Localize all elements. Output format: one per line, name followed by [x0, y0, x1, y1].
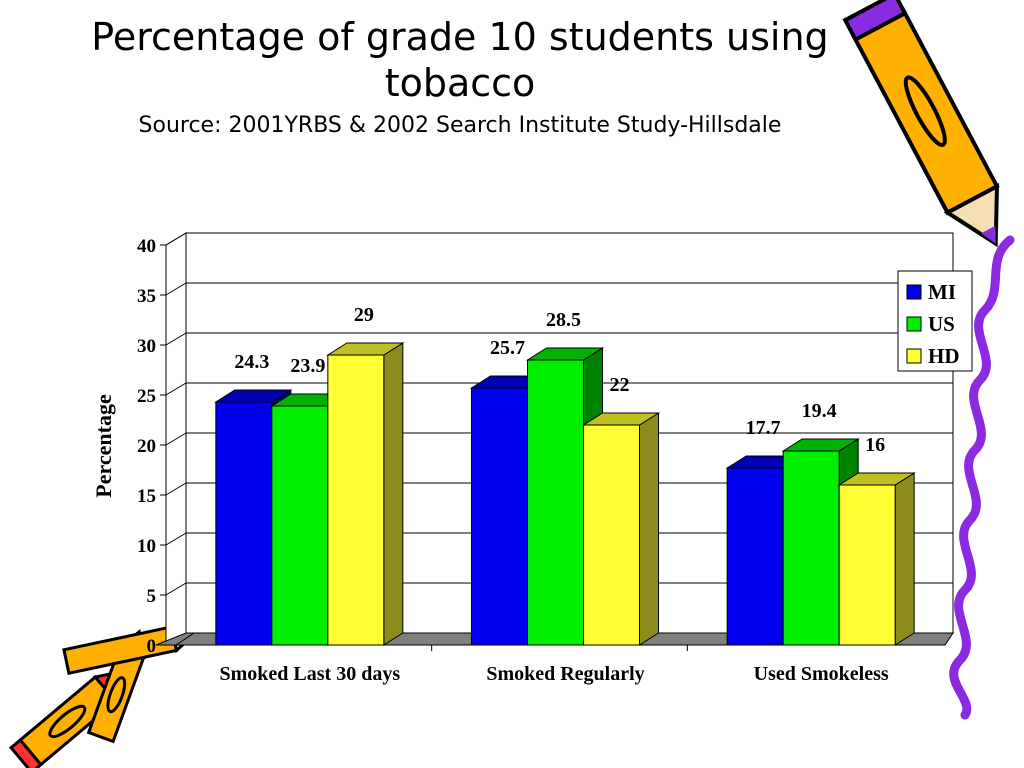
gridline-side	[165, 232, 187, 246]
gridline-side	[165, 282, 187, 296]
bar-front	[726, 467, 784, 646]
data-labels: 24.3 23.9 29 25.7 28.5 22 17.7 19.4 16	[234, 304, 885, 456]
legend-label: US	[928, 312, 955, 336]
data-label: 24.3	[234, 351, 269, 373]
y-tick-label: 20	[137, 436, 156, 457]
chart-source: Source: 2001YRBS & 2002 Search Institute…	[138, 113, 782, 138]
gridline-side	[165, 582, 187, 596]
gridline-side	[165, 332, 187, 346]
bars	[214, 342, 916, 646]
y-tick-label: 15	[137, 486, 156, 507]
legend-label: HD	[928, 344, 960, 368]
bar-front	[782, 450, 840, 646]
data-label: 22	[610, 374, 630, 396]
pencil-icon	[842, 0, 1000, 248]
y-tick-label: 40	[137, 236, 156, 257]
gridline-side	[165, 432, 187, 446]
y-tick-label: 30	[137, 336, 156, 357]
data-label: 23.9	[290, 355, 325, 377]
gridline-side	[165, 482, 187, 496]
y-tick-label: 25	[137, 386, 156, 407]
category-label: Used Smokeless	[754, 663, 889, 685]
legend-swatch	[906, 348, 922, 364]
y-tick-label: 5	[147, 586, 157, 607]
bar-HD-2	[837, 472, 916, 646]
data-label: 19.4	[802, 400, 837, 422]
data-label: 25.7	[490, 337, 525, 359]
legend: MI US HD	[897, 270, 973, 372]
y-tick-label: 35	[137, 286, 156, 307]
y-axis-ticks: 0 5 10 15 20 25 30 35 40	[137, 236, 167, 657]
bar-front	[271, 405, 329, 646]
bar-front	[583, 424, 640, 646]
data-label: 28.5	[546, 309, 581, 331]
category-label: Smoked Last 30 days	[220, 663, 401, 685]
bar-front	[215, 401, 273, 646]
bar-front	[527, 359, 584, 646]
y-tick-label: 10	[137, 536, 156, 557]
data-label: 29	[354, 304, 374, 326]
bar-front	[838, 484, 896, 646]
legend-swatch	[906, 316, 922, 332]
y-axis-label: Percentage	[91, 394, 116, 498]
legend-swatch	[906, 284, 922, 300]
bar-front	[471, 387, 528, 646]
bar-side	[383, 342, 404, 646]
data-label: 17.7	[746, 417, 781, 439]
squiggle-border-icon	[949, 235, 1015, 720]
bar-front	[327, 354, 385, 646]
legend-label: MI	[928, 280, 956, 304]
gridline-side	[165, 532, 187, 546]
category-label: Smoked Regularly	[486, 663, 644, 685]
data-label: 16	[865, 434, 885, 456]
y-tick-label: 0	[147, 636, 157, 657]
bar-HD-1	[581, 412, 661, 646]
bar-side	[639, 412, 659, 646]
gridline-side	[165, 382, 187, 396]
x-axis-categories: Smoked Last 30 days Smoked Regularly Used …	[220, 645, 889, 685]
chart-title-block: Percentage of grade 10 students using to…	[60, 14, 860, 142]
crayon-icon	[8, 624, 198, 768]
bar-side	[894, 472, 915, 646]
chart-title: Percentage of grade 10 students using to…	[91, 15, 829, 105]
bar-HD-0	[326, 342, 405, 646]
